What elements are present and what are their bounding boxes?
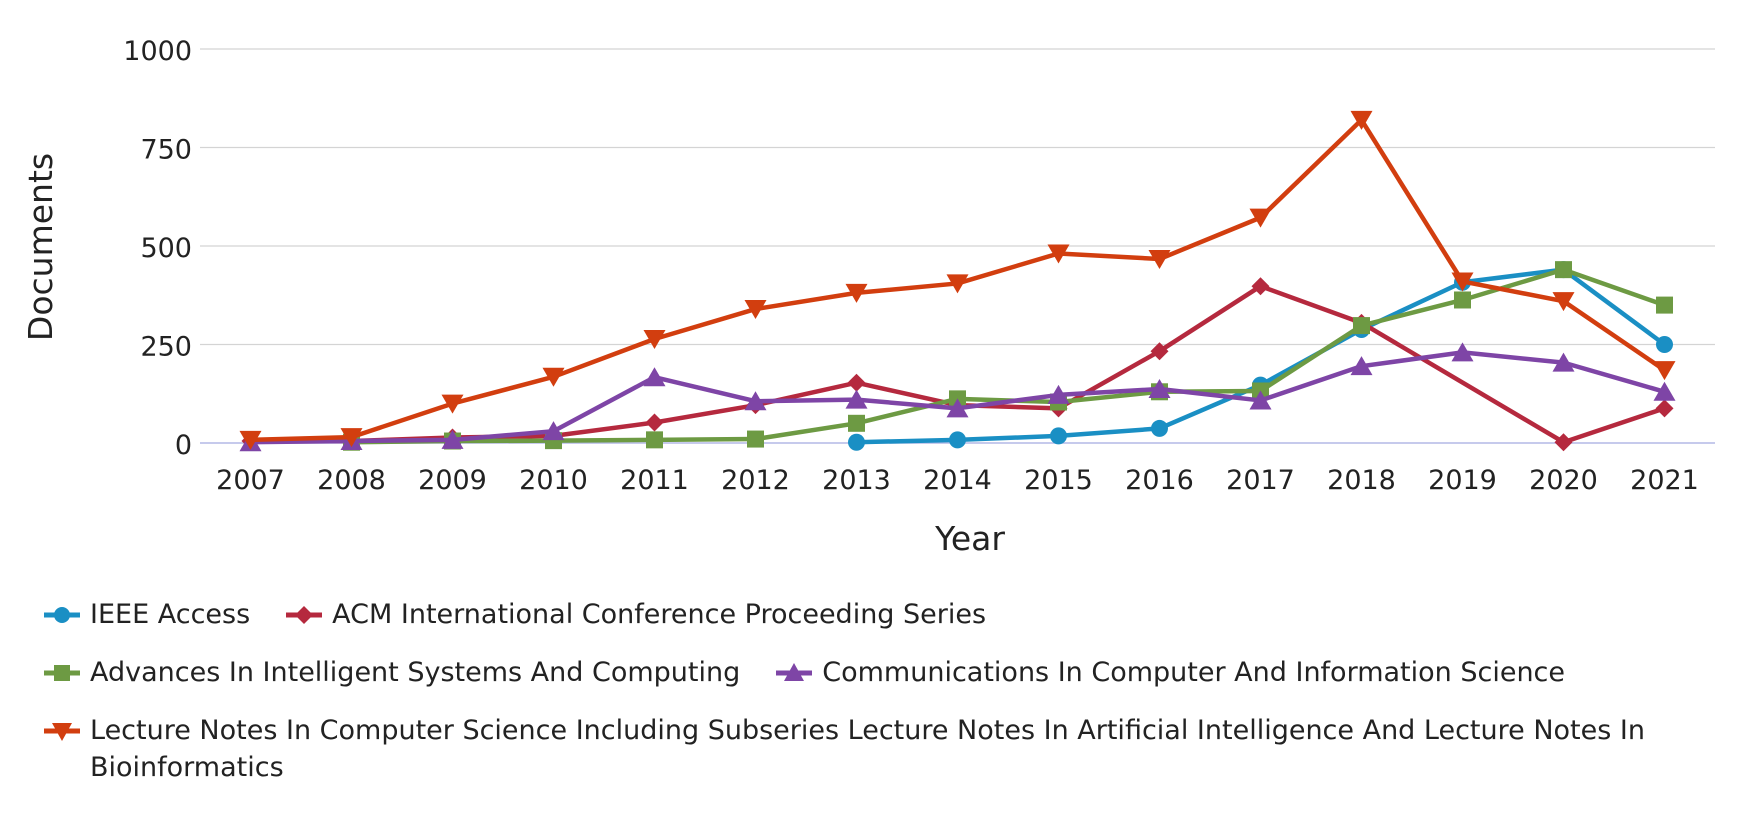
data-point-triangle-up bbox=[946, 398, 969, 418]
data-point-triangle-down bbox=[744, 300, 767, 320]
x-axis-title: Year bbox=[934, 519, 1005, 558]
data-point-triangle-down bbox=[946, 274, 969, 294]
data-point-triangle-up bbox=[1047, 384, 1070, 404]
legend-label: Advances In Intelligent Systems And Comp… bbox=[90, 657, 741, 688]
x-tick-label: 2019 bbox=[1428, 465, 1497, 496]
data-point-triangle-down bbox=[1350, 110, 1373, 130]
legend-row: IEEE Access ACM International Conference… bbox=[44, 596, 1684, 633]
data-point-triangle-up bbox=[1350, 356, 1373, 376]
data-point-triangle-up bbox=[542, 421, 565, 441]
data-point-triangle-down bbox=[1249, 208, 1272, 228]
data-point-diamond bbox=[1251, 277, 1270, 296]
data-point-square bbox=[1555, 261, 1572, 279]
x-tick-label: 2012 bbox=[721, 465, 790, 496]
chart-legend: IEEE Access ACM International Conference… bbox=[44, 596, 1684, 807]
data-point-circle bbox=[1050, 427, 1067, 445]
y-tick-label: 750 bbox=[140, 135, 192, 166]
y-tick-label: 250 bbox=[140, 332, 192, 363]
data-point-triangle-down bbox=[845, 283, 868, 303]
legend-label: Communications In Computer And Informati… bbox=[822, 657, 1566, 688]
data-point-triangle-up bbox=[744, 391, 767, 411]
x-tick-label: 2021 bbox=[1630, 465, 1699, 496]
x-tick-label: 2008 bbox=[317, 465, 386, 496]
data-point-triangle-up bbox=[643, 367, 666, 387]
legend-label: ACM International Conference Proceeding … bbox=[332, 599, 987, 630]
data-point-diamond bbox=[847, 373, 866, 392]
legend-item-communications: Communications In Computer And Informati… bbox=[776, 654, 1565, 691]
data-point-square bbox=[747, 430, 764, 448]
series-line bbox=[248, 283, 1667, 445]
y-axis-ticks: 0 250 500 750 1000 bbox=[123, 36, 192, 461]
data-point-diamond bbox=[1150, 342, 1169, 361]
legend-row: Lecture Notes In Computer Science Includ… bbox=[44, 712, 1684, 786]
data-point-triangle-up bbox=[441, 429, 464, 449]
data-point-triangle-up bbox=[1552, 352, 1575, 372]
data-point-diamond bbox=[1554, 433, 1573, 452]
x-tick-label: 2007 bbox=[216, 465, 285, 496]
data-point-triangle-up bbox=[1653, 381, 1676, 401]
data-point-square bbox=[1656, 296, 1673, 314]
x-tick-label: 2016 bbox=[1125, 465, 1194, 496]
x-tick-label: 2010 bbox=[519, 465, 588, 496]
data-point-triangle-down bbox=[239, 430, 262, 450]
legend-item-acm: ACM International Conference Proceeding … bbox=[286, 596, 986, 633]
x-tick-label: 2014 bbox=[923, 465, 992, 496]
data-point-square bbox=[848, 414, 865, 432]
data-point-square bbox=[1353, 317, 1370, 335]
data-point-circle bbox=[949, 431, 966, 449]
x-tick-label: 2018 bbox=[1327, 465, 1396, 496]
data-point-triangle-down bbox=[643, 329, 666, 349]
legend-item-lecture-notes: Lecture Notes In Computer Science Includ… bbox=[44, 712, 1648, 786]
x-tick-label: 2011 bbox=[620, 465, 689, 496]
data-point-triangle-down bbox=[1047, 244, 1070, 264]
data-point-diamond bbox=[645, 413, 664, 432]
data-point-square bbox=[646, 431, 663, 449]
legend-marker-square bbox=[44, 665, 80, 681]
y-tick-label: 1000 bbox=[123, 36, 192, 67]
legend-row: Advances In Intelligent Systems And Comp… bbox=[44, 654, 1684, 691]
x-tick-label: 2017 bbox=[1226, 465, 1295, 496]
data-point-circle bbox=[1656, 336, 1673, 353]
series-2 bbox=[343, 261, 1673, 451]
legend-marker-triangle-up bbox=[776, 663, 813, 681]
legend-marker-diamond bbox=[286, 606, 323, 624]
x-tick-label: 2020 bbox=[1529, 465, 1598, 496]
data-point-triangle-up bbox=[1451, 342, 1474, 362]
data-point-triangle-down bbox=[441, 394, 464, 414]
data-point-triangle-up bbox=[1148, 379, 1171, 399]
data-point-triangle-down bbox=[1148, 250, 1171, 270]
data-series bbox=[239, 110, 1676, 452]
legend-item-advances: Advances In Intelligent Systems And Comp… bbox=[44, 654, 740, 691]
data-point-triangle-down bbox=[340, 428, 363, 448]
data-point-triangle-down bbox=[542, 367, 565, 387]
data-point-triangle-down bbox=[1451, 272, 1474, 292]
data-point-triangle-up bbox=[1249, 390, 1272, 410]
data-point-circle bbox=[1151, 419, 1168, 437]
legend-label: Lecture Notes In Computer Science Includ… bbox=[90, 715, 1645, 783]
x-axis-ticks: 2007 2008 2009 2010 2011 2012 2013 2014 2015 2016… bbox=[216, 465, 1699, 496]
legend-marker-circle bbox=[44, 607, 80, 623]
data-point-square bbox=[1454, 291, 1471, 309]
legend-label: IEEE Access bbox=[90, 599, 251, 630]
y-tick-label: 0 bbox=[175, 430, 192, 461]
data-point-triangle-down bbox=[1653, 361, 1676, 381]
legend-marker-triangle-down bbox=[44, 723, 80, 741]
data-point-triangle-down bbox=[1552, 292, 1575, 312]
gridlines bbox=[200, 48, 1715, 444]
series-4 bbox=[239, 110, 1676, 450]
x-tick-label: 2013 bbox=[822, 465, 891, 496]
data-point-triangle-up bbox=[845, 389, 868, 409]
x-tick-label: 2009 bbox=[418, 465, 487, 496]
y-tick-label: 500 bbox=[140, 233, 192, 264]
y-axis-title: Documents bbox=[21, 153, 60, 341]
data-point-diamond bbox=[1655, 399, 1674, 418]
data-point-circle bbox=[848, 433, 865, 451]
x-tick-label: 2015 bbox=[1024, 465, 1093, 496]
legend-item-ieee-access: IEEE Access bbox=[44, 596, 250, 633]
